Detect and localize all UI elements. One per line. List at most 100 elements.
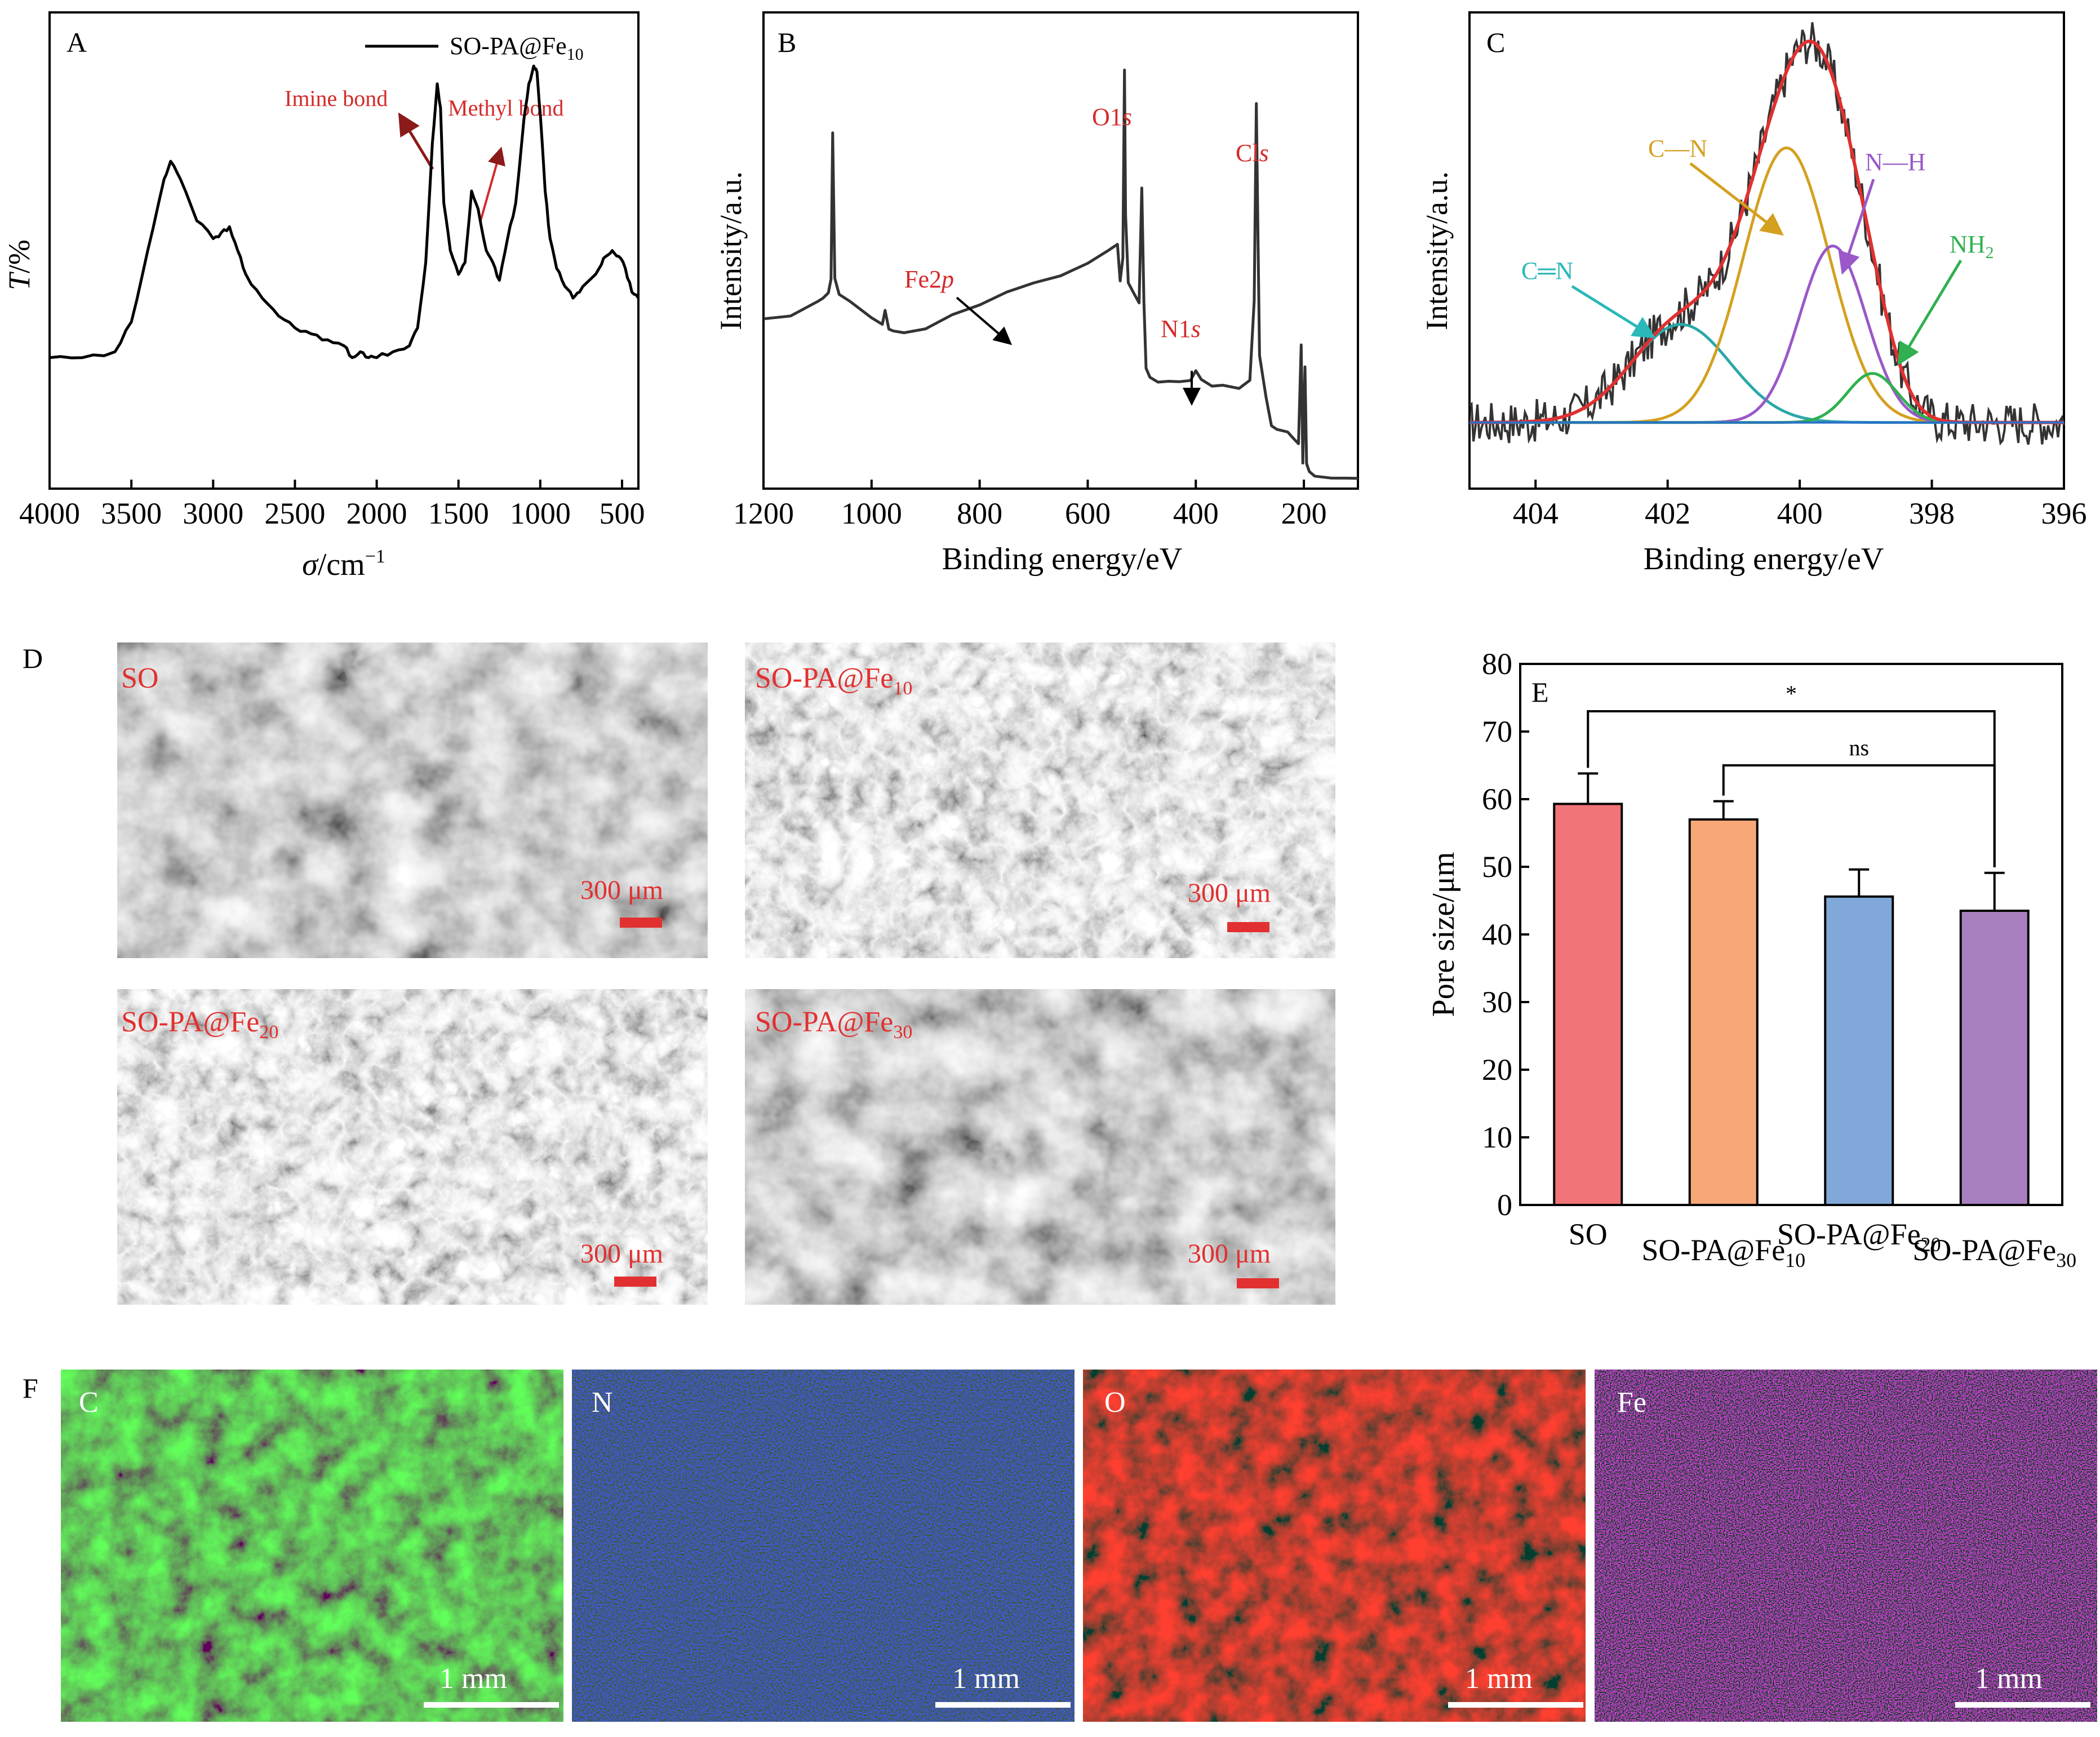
panel-b-letter: B — [778, 26, 796, 58]
panel-c-label-c-eq-n: C═N — [1521, 257, 1573, 285]
panel-f-eds-maps: F C 1 mm N 1 mm O 1 mm Fe 1 mm — [23, 1370, 2097, 1722]
sem-image-so-scale-label: 300 μm — [580, 875, 663, 905]
panel-d-letter: D — [23, 642, 43, 674]
panel-c-x-ticks: 404 402 400 398 396 — [1513, 480, 2087, 530]
eds-map-carbon-label: C — [79, 1386, 99, 1419]
panel-e-y-tick-label-2: 20 — [1482, 1053, 1512, 1087]
panel-e-bars — [1553, 772, 2030, 1207]
eds-map-iron-scale-label: 1 mm — [1975, 1663, 2043, 1695]
eds-map-nitrogen-texture — [572, 1370, 1075, 1722]
panel-e-y-tick-label-3: 30 — [1482, 985, 1512, 1019]
sem-image-fe10-texture — [745, 642, 1335, 958]
panel-e-sig-label-0: * — [1786, 681, 1797, 706]
sem-image-so-texture — [117, 642, 708, 958]
sem-image-fe30-label: SO-PA@Fe30 — [755, 1006, 912, 1043]
panel-e-significance: * ns — [1587, 681, 1996, 867]
panel-b-x-tick-label-5: 200 — [1281, 497, 1327, 530]
panel-e-y-tick-label-1: 10 — [1482, 1120, 1512, 1154]
eds-map-carbon-texture — [61, 1370, 563, 1722]
sem-image-fe30-texture — [745, 989, 1335, 1305]
panel-e-y-tick-label-0: 0 — [1497, 1188, 1512, 1222]
eds-map-nitrogen-scale-bar — [935, 1702, 1071, 1708]
eds-map-oxygen-scale-label: 1 mm — [1465, 1663, 1533, 1695]
sem-image-fe20-scale-bar — [614, 1277, 656, 1287]
eds-map-iron-texture — [1595, 1370, 2097, 1722]
panel-f-letter: F — [23, 1372, 38, 1404]
panel-b-y-label: Intensity/a.u. — [714, 171, 748, 330]
panel-c-x-tick-label-3: 398 — [1909, 497, 1955, 530]
eds-map-oxygen: O 1 mm — [1083, 1370, 1586, 1722]
panel-a-annotation-imine: Imine bond — [285, 86, 388, 111]
panel-a-x-tick-label-5: 1500 — [428, 497, 489, 530]
panel-e-y-tick-label-6: 60 — [1482, 782, 1512, 816]
panel-c-x-label: Binding energy/eV — [1644, 542, 1884, 577]
panel-e-y-label: Pore size/μm — [1426, 852, 1461, 1017]
panel-b-peak-n1s: N1s — [1161, 315, 1201, 343]
eds-map-iron-label: Fe — [1617, 1386, 1646, 1419]
panel-b-x-tick-label-1: 1000 — [841, 497, 902, 530]
sem-image-so-scale-bar — [620, 918, 662, 928]
eds-map-carbon-scale-label: 1 mm — [439, 1663, 507, 1695]
panel-b-series-line — [763, 68, 1358, 480]
eds-map-nitrogen: N 1 mm — [572, 1370, 1075, 1722]
panel-c-letter: C — [1486, 26, 1505, 58]
sem-image-fe10-label: SO-PA@Fe10 — [755, 662, 912, 699]
panel-b-x-ticks: 1200 1000 800 600 400 200 — [733, 480, 1327, 530]
eds-map-carbon-scale-bar — [424, 1702, 559, 1708]
panel-e-bar-2 — [1824, 895, 1894, 1207]
panel-a-x-tick-label-6: 1000 — [510, 497, 571, 530]
eds-map-nitrogen-scale-label: 1 mm — [952, 1663, 1020, 1695]
panel-c-arrow-nh2 — [1897, 259, 1963, 366]
panel-a-x-tick-label-4: 2000 — [347, 497, 407, 530]
sem-image-fe20-texture — [117, 989, 708, 1305]
panel-a-arrow-imine — [398, 112, 434, 170]
panel-e-bar-0 — [1553, 803, 1623, 1206]
panel-a-ftir-chart: A SO-PA@Fe10 Imine bond Methyl bond 4000… — [2, 11, 645, 582]
panel-a-x-label: σ/cm−1 — [302, 546, 385, 582]
panel-a-series-line — [49, 64, 640, 360]
panel-a-legend-text: SO-PA@Fe10 — [450, 32, 584, 64]
panel-a-x-tick-label-7: 500 — [599, 497, 645, 530]
panel-b-axes-frame — [762, 11, 1359, 490]
panel-c-x-tick-label-2: 400 — [1777, 497, 1823, 530]
eds-map-carbon: C 1 mm — [61, 1370, 563, 1722]
eds-map-oxygen-texture — [1083, 1370, 1586, 1722]
panel-b-peak-fe2p: Fe2p — [904, 265, 954, 293]
panel-d-sem-images: D SO 300 μm SO-PA@Fe10 300 μm SO-PA@Fe20… — [23, 642, 1335, 1305]
eds-map-oxygen-label: O — [1104, 1386, 1126, 1419]
panel-a-x-tick-label-3: 2500 — [264, 497, 325, 530]
sem-image-fe20: SO-PA@Fe20 300 μm — [117, 989, 708, 1305]
panel-e-bar-1 — [1688, 818, 1759, 1206]
panel-b-x-tick-label-0: 1200 — [733, 497, 794, 530]
panel-c-label-cn: C—N — [1648, 135, 1707, 162]
panel-a-x-ticks: 4000 3500 3000 2500 2000 1500 1000 500 — [19, 480, 645, 530]
panel-b-x-tick-label-3: 600 — [1065, 497, 1111, 530]
panel-c-series-component-0 — [1469, 323, 2064, 424]
panel-e-x-label-3: SO-PA@Fe30 — [1912, 1233, 2076, 1271]
panel-b-x-label: Binding energy/eV — [942, 542, 1183, 577]
sem-image-so: SO 300 μm — [117, 642, 708, 958]
panel-a-x-tick-label-2: 3000 — [183, 497, 243, 530]
panel-e-letter: E — [1531, 676, 1549, 708]
panel-e-y-tick-label-8: 80 — [1482, 647, 1512, 681]
panel-c-x-tick-label-4: 396 — [2041, 497, 2087, 530]
panel-a-x-tick-label-1: 3500 — [101, 497, 162, 530]
sem-image-so-label: SO — [121, 662, 158, 694]
panel-a-x-tick-label-0: 4000 — [19, 497, 80, 530]
panel-e-y-tick-label-5: 50 — [1482, 850, 1512, 884]
panel-c-curves — [1468, 22, 2065, 446]
panel-e-y-axis: 0 10 20 30 40 50 60 70 80 — [1482, 647, 1529, 1222]
panel-b-x-tick-label-4: 400 — [1173, 497, 1219, 530]
eds-map-nitrogen-label: N — [592, 1386, 613, 1419]
panel-e-sig-label-1: ns — [1849, 735, 1869, 760]
panel-c-x-tick-label-1: 402 — [1645, 497, 1690, 530]
panel-e-sig-bracket-0 — [1587, 710, 1996, 867]
panel-c-series-component-1 — [1469, 146, 2064, 424]
sem-image-fe10-scale-label: 300 μm — [1188, 878, 1271, 908]
sem-image-fe10: SO-PA@Fe10 300 μm — [745, 642, 1335, 958]
sem-image-fe20-label: SO-PA@Fe20 — [121, 1006, 278, 1043]
panel-b-peak-cls: Cls — [1236, 139, 1269, 167]
